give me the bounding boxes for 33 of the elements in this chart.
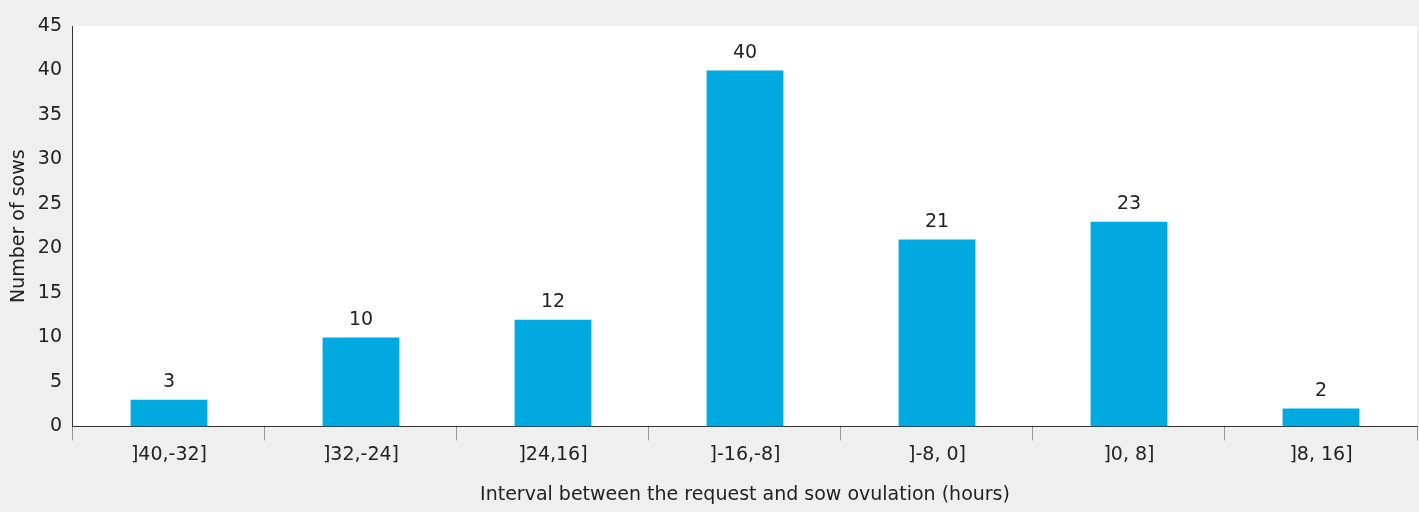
y-tick-label: 20 — [37, 235, 62, 258]
y-axis-title: Number of sows — [6, 149, 29, 304]
y-tick-label: 25 — [37, 190, 62, 213]
data-label: 23 — [1116, 191, 1142, 214]
x-tick-label: ]24,16] — [518, 441, 588, 464]
y-tick-label: 35 — [37, 101, 62, 124]
bar — [322, 337, 400, 427]
data-label: 21 — [924, 208, 950, 231]
y-tick-label: 40 — [37, 57, 62, 80]
y-tick-label: 10 — [37, 324, 62, 347]
bar — [706, 70, 784, 427]
y-tick-label: 15 — [37, 279, 62, 302]
y-tick-label: 45 — [37, 12, 62, 35]
bar — [898, 239, 976, 427]
data-label: 40 — [732, 39, 758, 62]
x-tick-label: ]-16,-8] — [709, 441, 781, 464]
data-label: 12 — [540, 289, 566, 312]
data-label: 10 — [348, 306, 374, 329]
bar — [1090, 221, 1168, 427]
bar — [130, 399, 208, 427]
y-tick-label: 0 — [49, 413, 62, 436]
bar — [1282, 408, 1360, 427]
x-tick-label: ]40,-32] — [130, 441, 208, 464]
y-tick-label: 30 — [37, 146, 62, 169]
data-label: 2 — [1314, 378, 1328, 401]
x-tick-label: ]-8, 0] — [908, 441, 966, 464]
bar — [514, 319, 592, 427]
x-tick-label: ]32,-24] — [322, 441, 400, 464]
y-tick-label: 5 — [49, 368, 62, 391]
x-axis-title: Interval between the request and sow ovulation (hours) — [480, 481, 1010, 504]
x-tick-label: ]0, 8] — [1103, 441, 1155, 464]
data-label: 3 — [162, 369, 176, 392]
x-tick-label: ]8, 16] — [1289, 441, 1353, 464]
